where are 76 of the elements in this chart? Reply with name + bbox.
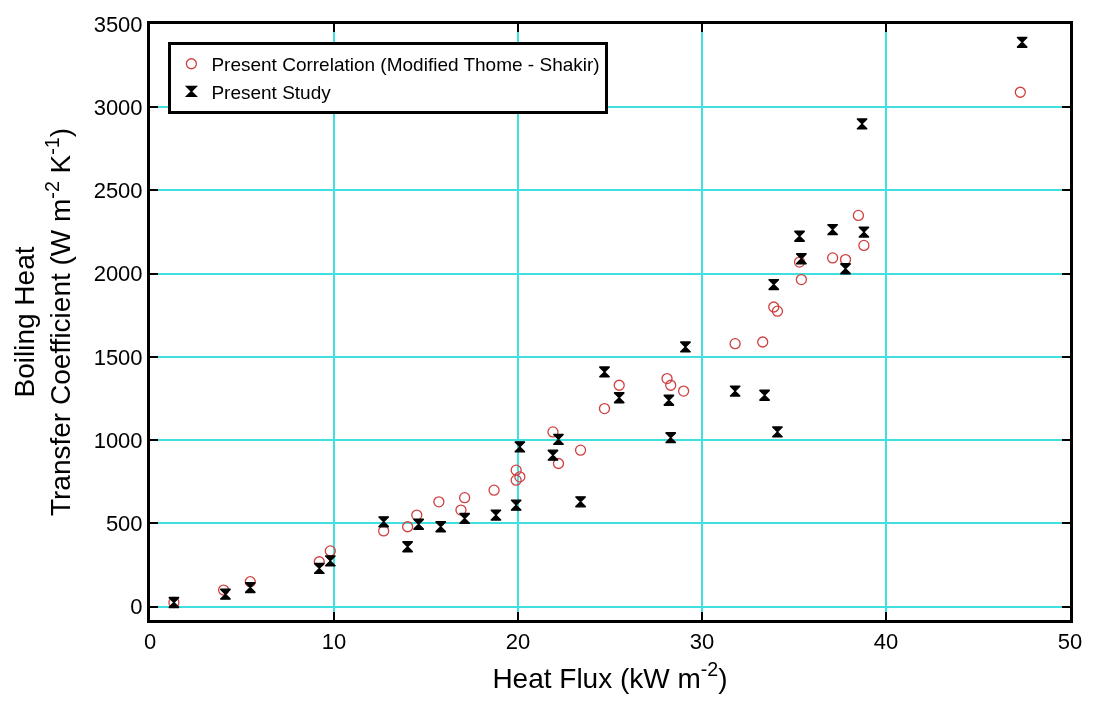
point <box>758 389 771 401</box>
point <box>455 504 467 516</box>
point <box>552 433 565 446</box>
point <box>401 541 414 553</box>
point <box>217 584 230 596</box>
y-tick-label: 3000 <box>93 94 143 120</box>
point <box>458 491 471 504</box>
x-tick-label: 20 <box>505 629 531 655</box>
point <box>552 457 565 470</box>
point <box>771 305 784 317</box>
point <box>1014 86 1026 98</box>
point <box>826 223 839 236</box>
point <box>665 432 677 444</box>
point <box>768 301 780 313</box>
point <box>826 252 839 264</box>
y-tick-label: 3500 <box>93 11 143 37</box>
point <box>411 509 423 521</box>
point <box>677 385 690 397</box>
point <box>324 545 336 557</box>
point <box>433 496 445 508</box>
point <box>324 555 336 567</box>
point <box>679 341 692 353</box>
point <box>598 402 611 415</box>
point <box>547 426 559 438</box>
point <box>663 394 675 406</box>
point <box>510 464 522 476</box>
point <box>598 366 611 378</box>
point <box>613 379 625 391</box>
point <box>547 449 559 461</box>
x-tick-label: 40 <box>873 629 899 655</box>
y-tick-label: 0 <box>130 594 143 620</box>
point <box>768 278 780 291</box>
point <box>574 444 587 456</box>
point <box>514 471 526 483</box>
point <box>757 336 769 348</box>
point <box>219 588 232 600</box>
x-axis-title: Heat Flux (kW m$^{-2}$) <box>492 657 728 694</box>
point <box>378 525 390 537</box>
point <box>771 426 784 438</box>
point <box>729 385 741 397</box>
point <box>665 379 677 391</box>
legend-label: Present Study <box>211 81 332 103</box>
point <box>1016 36 1028 48</box>
point <box>856 118 868 130</box>
point <box>858 239 870 252</box>
point <box>378 516 390 528</box>
point <box>729 337 741 350</box>
y-tick-label: 500 <box>105 511 143 537</box>
y-tick-label: 1000 <box>93 427 143 453</box>
point <box>244 581 256 594</box>
point <box>490 509 502 521</box>
point <box>313 562 325 575</box>
point <box>514 441 526 453</box>
x-tick-label: 30 <box>689 629 715 655</box>
point <box>458 512 471 525</box>
point <box>401 521 414 533</box>
point <box>795 273 808 286</box>
y-tick-label: 2500 <box>93 178 143 204</box>
point <box>510 499 522 511</box>
point <box>793 230 806 242</box>
point <box>613 392 625 404</box>
point <box>852 209 865 222</box>
point <box>574 496 587 508</box>
point <box>435 521 447 533</box>
y-tick-label: 2000 <box>93 261 143 287</box>
point <box>510 474 522 486</box>
x-tick-label: 50 <box>1057 629 1083 655</box>
point <box>839 263 852 275</box>
y-tick-label: 1500 <box>93 344 143 370</box>
point <box>488 484 500 496</box>
x-tick-label: 10 <box>321 629 347 655</box>
legend-label: Present Correlation (Modified Thome - Shakir) <box>211 54 600 76</box>
point <box>858 226 870 238</box>
point <box>244 576 256 588</box>
point <box>412 518 425 530</box>
point <box>661 372 673 385</box>
